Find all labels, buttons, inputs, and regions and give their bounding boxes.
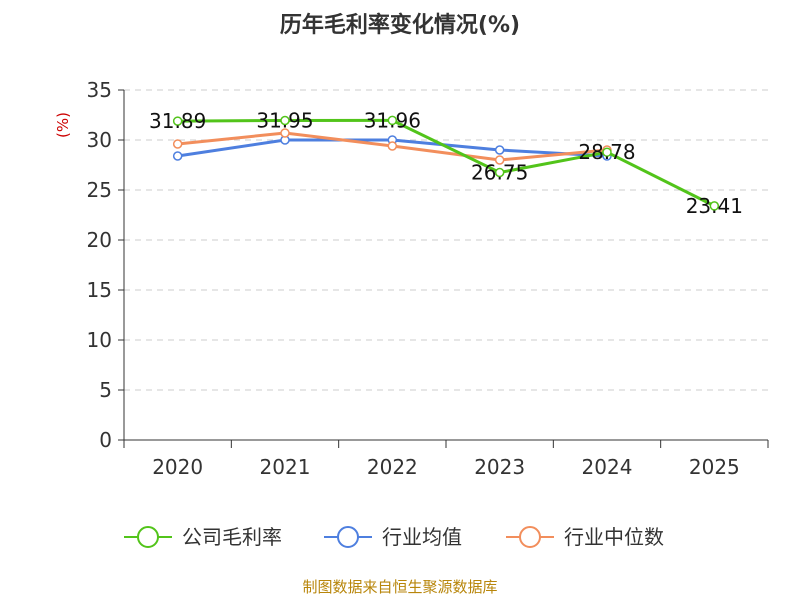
- series-line: [177, 118, 715, 208]
- legend-item[interactable]: 公司毛利率: [124, 525, 282, 549]
- series-point: [172, 151, 183, 161]
- series-point: [494, 155, 505, 165]
- series-point: [602, 147, 612, 157]
- y-tick-label: 25: [87, 178, 112, 202]
- legend-item[interactable]: 行业均值: [324, 525, 462, 549]
- y-tick-label: 5: [99, 378, 112, 402]
- legend-label: 行业中位数: [564, 525, 664, 549]
- x-tick-label: 2020: [152, 455, 203, 479]
- series-point: [280, 115, 290, 126]
- data-label: 31.95: [256, 109, 313, 133]
- legend-swatch-marker: [137, 526, 159, 548]
- series-point: [494, 167, 505, 178]
- x-tick-label: 2021: [260, 455, 311, 479]
- y-tick-label: 10: [87, 328, 112, 352]
- y-tick-label: 15: [87, 278, 112, 302]
- legend[interactable]: 公司毛利率 行业均值 行业中位数: [124, 525, 664, 549]
- data-label: 26.75: [471, 161, 528, 185]
- legend-label: 行业均值: [382, 525, 462, 549]
- series-point: [387, 141, 398, 151]
- source-note: 制图数据来自恒生聚源数据库: [302, 578, 497, 596]
- data-label: 31.89: [149, 109, 206, 133]
- y-tick-label: 35: [87, 78, 112, 102]
- series-point: [172, 116, 183, 126]
- data-label: 28.78: [578, 140, 635, 164]
- series-point: [280, 128, 290, 138]
- series-point: [172, 139, 183, 149]
- x-tick-label: 2025: [689, 455, 740, 479]
- y-tick-label: 30: [87, 128, 112, 152]
- data-label: 31.96: [364, 108, 421, 132]
- data-labels: 31.89 31.95 31.96 26.75 28.78 23.41: [149, 108, 743, 217]
- x-tick-label: 2024: [582, 455, 633, 479]
- legend-swatch-marker: [337, 526, 359, 548]
- series-point: [709, 201, 720, 211]
- legend-item[interactable]: 行业中位数: [506, 525, 664, 549]
- legend-swatch-marker: [519, 526, 541, 548]
- chart-title: 历年毛利率变化情况(%): [280, 12, 520, 38]
- series-lines: [172, 115, 720, 211]
- series-point: [387, 115, 398, 126]
- y-tick-label: 0: [99, 428, 112, 452]
- legend-label: 公司毛利率: [182, 525, 282, 549]
- y-unit-label: (%): [54, 112, 72, 138]
- grid-lines: [124, 89, 768, 391]
- y-tick-label: 20: [87, 228, 112, 252]
- x-tick-label: 2023: [474, 455, 525, 479]
- data-label: 23.41: [686, 194, 743, 218]
- series-point: [494, 145, 505, 155]
- x-tick-label: 2022: [367, 455, 418, 479]
